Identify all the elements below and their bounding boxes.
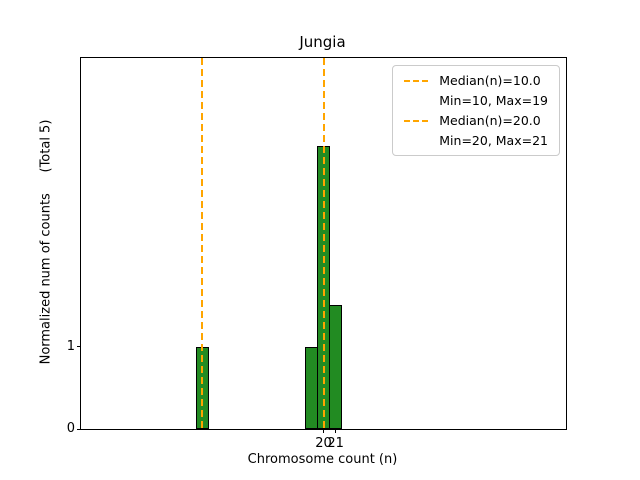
x-tick-label: 20: [315, 436, 332, 451]
median-line: [201, 58, 204, 429]
legend-entry-label: Min=10, Max=19: [439, 93, 548, 108]
y-tick-mark: [77, 428, 81, 430]
x-tick-label: 21: [327, 436, 344, 451]
dashed-line-icon: [404, 119, 432, 122]
legend-entry: Median(n)=10.0: [404, 73, 548, 88]
legend-entry: Min=10, Max=19: [404, 93, 548, 108]
chart-title: Jungia: [299, 33, 346, 51]
legend-symbol-blank: [404, 100, 431, 102]
legend-entry-label: Median(n)=10.0: [439, 73, 541, 88]
y-axis-label: Normalized num of counts (Total 5): [38, 119, 54, 365]
x-tick-mark: [335, 429, 337, 433]
dashed-line-icon: [404, 79, 432, 82]
legend-entry-label: Min=20, Max=21: [439, 133, 548, 148]
legend-entry: Median(n)=20.0: [404, 113, 548, 128]
y-tick-label: 0: [66, 421, 75, 436]
legend-symbol-blank: [404, 140, 431, 142]
legend-entry: Min=20, Max=21: [404, 133, 548, 148]
legend-entry-label: Median(n)=20.0: [439, 113, 541, 128]
x-axis-label: Chromosome count (n): [247, 452, 398, 467]
plot-area: Median(n)=10.0 Min=10, Max=19 Median(n)=20…: [67, 57, 567, 451]
histogram-bar: [328, 305, 343, 429]
y-tick-mark: [77, 346, 81, 348]
x-tick-mark: [323, 429, 324, 433]
y-tick-label: 1: [66, 338, 75, 354]
legend: Median(n)=10.0 Min=10, Max=19 Median(n)=20…: [392, 65, 560, 156]
median-line: [322, 58, 325, 429]
